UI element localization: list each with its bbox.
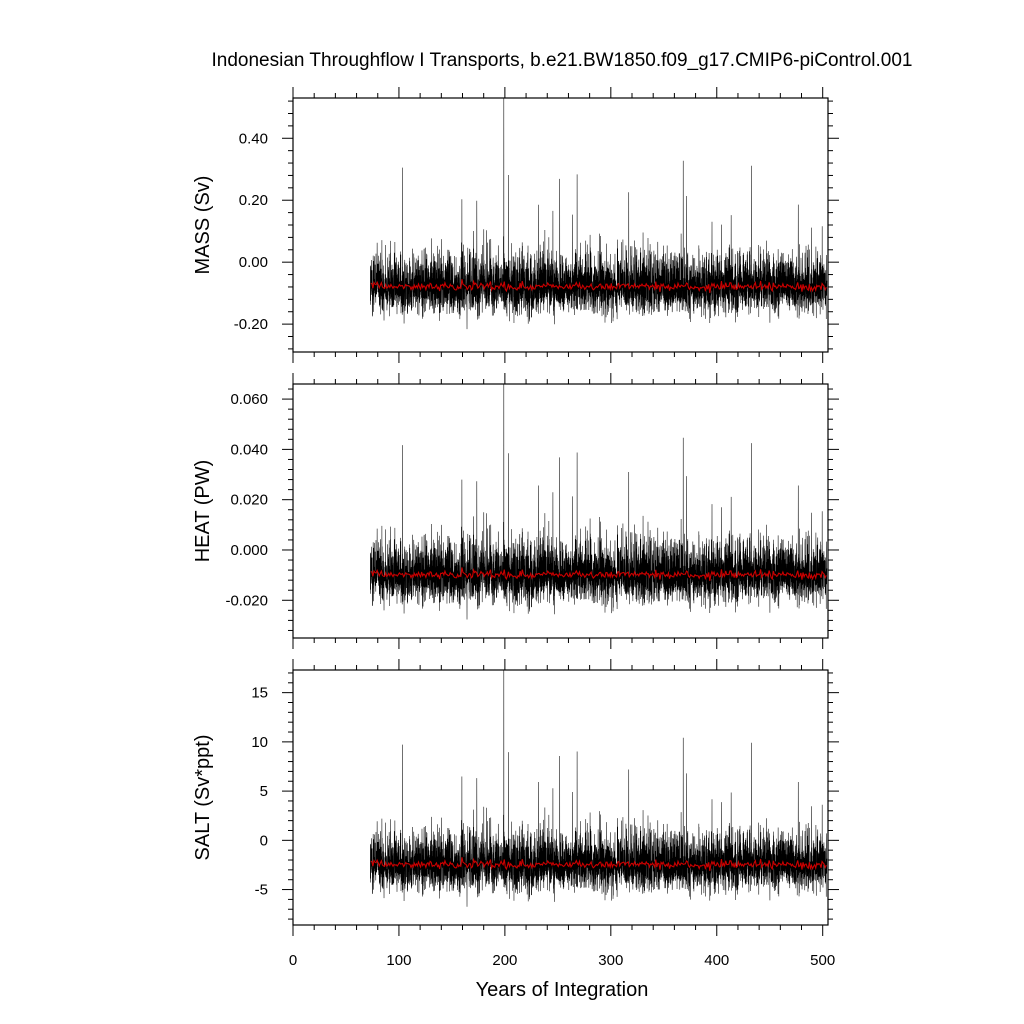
series-monthly: [370, 98, 828, 330]
plot-frame: [292, 669, 829, 926]
y-tick-label: 0: [260, 832, 268, 849]
y-tick-label: -0.020: [225, 592, 268, 609]
y-tick-label: 0.020: [230, 492, 268, 509]
panels-group: MASS (Sv) -0.20 0.00 0.20 0.40 HEAT (PW) -0.02…: [192, 87, 839, 969]
plot-frame: [292, 383, 829, 639]
y-tick-label: 0.040: [230, 441, 268, 458]
series-monthly: [370, 670, 828, 907]
panel-salt: SALT (Sv*ppt) -5 0 5 10 15: [192, 659, 839, 936]
y-axis-label: MASS (Sv): [192, 176, 214, 275]
x-tick-label: 0: [289, 952, 297, 969]
x-tick-label: 100: [386, 952, 411, 969]
chart-title: Indonesian Throughflow I Transports, b.e…: [212, 50, 913, 71]
series-monthly: [370, 384, 828, 620]
plot-frame: [292, 97, 829, 353]
y-tick-label: -5: [255, 882, 268, 899]
y-tick-label: 0.40: [239, 130, 268, 147]
x-tick-label: 300: [598, 952, 623, 969]
series-annual-mean: [370, 567, 827, 581]
y-tick-label: 5: [260, 783, 268, 800]
y-tick-label: 0.20: [239, 192, 268, 209]
x-tick-label: 500: [810, 952, 835, 969]
y-tick-label: 0.060: [230, 391, 268, 408]
series-annual-mean: [370, 857, 827, 871]
y-tick-label: 10: [251, 734, 268, 751]
x-axis-label: Years of Integration: [476, 979, 649, 1001]
series-annual-mean: [370, 279, 827, 294]
y-axis-label: HEAT (PW): [192, 460, 214, 563]
panel-heat: HEAT (PW) -0.020 0.000 0.020 0.040 0.060: [192, 373, 839, 649]
y-axis-label: SALT (Sv*ppt): [192, 735, 214, 861]
y-tick-label: 15: [251, 685, 268, 702]
panel-mass: MASS (Sv) -0.20 0.00 0.20 0.40: [192, 87, 839, 363]
y-tick-label: -0.20: [234, 316, 268, 333]
y-tick-label: 0.00: [239, 254, 268, 271]
x-tick-label: 200: [492, 952, 517, 969]
x-tick-label: 400: [704, 952, 729, 969]
y-tick-label: 0.000: [230, 542, 268, 559]
